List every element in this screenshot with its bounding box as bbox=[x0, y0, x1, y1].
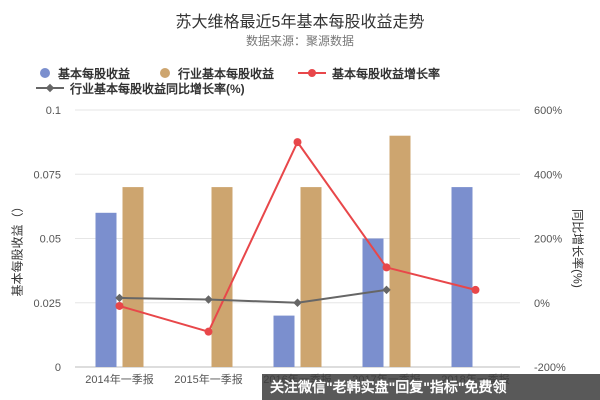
y-tick-label-right: -200% bbox=[534, 362, 566, 374]
legend-item-industry-eps[interactable]: 行业基本每股收益 bbox=[160, 65, 274, 81]
legend-swatch-industry-growth bbox=[36, 83, 64, 93]
y-tick-label-right: 600% bbox=[534, 105, 562, 117]
legend-item-eps-growth[interactable]: 基本每股收益增长率 bbox=[298, 65, 440, 81]
bar-industry-eps bbox=[211, 187, 233, 367]
chart-subtitle: 数据来源：聚源数据 bbox=[245, 34, 354, 48]
legend-swatch-industry-eps bbox=[160, 68, 170, 78]
legend-label-industry-growth: 行业基本每股收益同比增长率(%) bbox=[70, 81, 245, 96]
chart-title: 苏大维格最近5年基本每股收益走势 bbox=[175, 14, 425, 31]
y-tick-label-right: 400% bbox=[534, 169, 562, 181]
eps-growth-point bbox=[293, 138, 302, 147]
y-tick-label-right: 200% bbox=[534, 234, 562, 246]
lines bbox=[115, 138, 480, 336]
x-tick-label: 2015年一季报 bbox=[174, 372, 242, 386]
bar-eps bbox=[451, 187, 473, 367]
y-tick-label-left: 0.025 bbox=[33, 298, 61, 310]
legend-swatch-eps bbox=[40, 68, 50, 78]
industry-growth-point bbox=[382, 285, 391, 295]
legend-label-eps: 基本每股收益 bbox=[58, 66, 131, 81]
eps-growth-point bbox=[471, 285, 480, 294]
legend-swatch-eps-growth bbox=[298, 68, 326, 78]
bar-eps bbox=[95, 212, 117, 367]
industry-growth-line bbox=[119, 288, 387, 304]
industry-growth-point bbox=[293, 298, 302, 307]
industry-growth-point bbox=[115, 293, 124, 303]
y-tick-label-left: 0.05 bbox=[40, 234, 61, 246]
eps-growth-point bbox=[204, 327, 213, 336]
bar-industry-eps bbox=[389, 135, 411, 367]
y-tick-label-left: 0.075 bbox=[33, 169, 61, 181]
eps-growth-point bbox=[382, 263, 391, 272]
y-tick-label-left: 0 bbox=[55, 362, 61, 374]
x-tick-label: 2014年一季报 bbox=[85, 372, 153, 386]
legend-item-industry-growth[interactable]: 行业基本每股收益同比增长率(%) bbox=[36, 80, 245, 96]
bars bbox=[95, 135, 473, 367]
bar-eps bbox=[273, 315, 295, 367]
industry-growth-point bbox=[204, 295, 213, 304]
bar-industry-eps bbox=[300, 187, 322, 367]
legend-item-eps[interactable]: 基本每股收益 bbox=[40, 65, 130, 81]
y-tick-label-left: 0.1 bbox=[46, 105, 61, 117]
bar-eps bbox=[362, 238, 384, 367]
eps-growth-point bbox=[115, 301, 124, 310]
watermark-banner: 关注微信"老韩实盘"回复"指标"免费领 bbox=[262, 374, 600, 400]
y-tick-label-right: 0% bbox=[534, 298, 550, 310]
legend-label-industry-eps: 行业基本每股收益 bbox=[178, 66, 275, 81]
bar-industry-eps bbox=[122, 187, 144, 367]
legend-label-eps-growth: 基本每股收益增长率 bbox=[332, 66, 441, 81]
